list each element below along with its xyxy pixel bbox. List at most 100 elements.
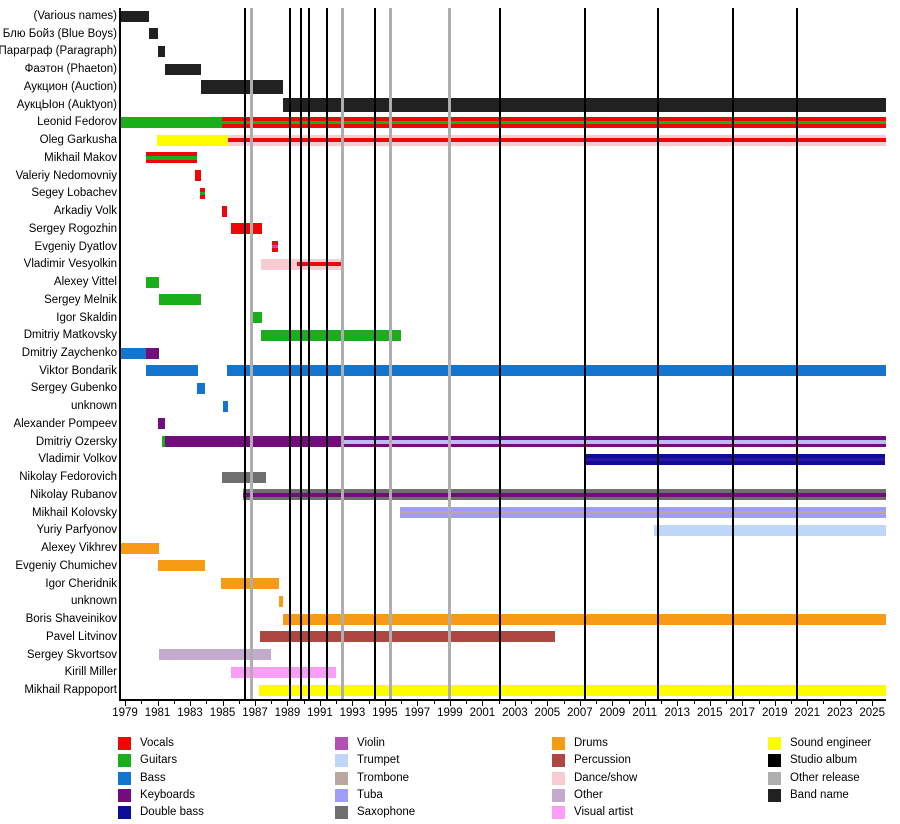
bar-stripe — [146, 152, 197, 157]
x-axis-tick — [547, 701, 549, 706]
legend-swatch — [552, 806, 565, 820]
timeline-bar — [164, 63, 202, 75]
bar-stripe — [156, 134, 229, 146]
x-tick-label: 2009 — [599, 707, 626, 719]
studio-album-line — [796, 8, 799, 700]
bar-stripe — [223, 400, 229, 412]
x-axis-tick — [190, 701, 192, 706]
x-tick-label: 1979 — [112, 707, 138, 719]
legend-item-studio-album: Studio album — [768, 754, 858, 768]
legend-swatch — [118, 788, 131, 802]
row-label: Yuriy Parfyonov — [36, 524, 117, 537]
bar-stripe — [341, 439, 886, 444]
bar-stripe — [162, 436, 165, 448]
row-label: Oleg Garkusha — [39, 134, 117, 147]
x-tick-label: 2019 — [761, 707, 788, 719]
x-axis-tick — [855, 701, 857, 704]
timeline-bar — [221, 116, 886, 128]
timeline-bar — [148, 28, 159, 40]
row-label: Igor Cheridnik — [45, 577, 117, 590]
x-tick-label: 2015 — [696, 707, 723, 719]
studio-album-line — [288, 8, 291, 700]
timeline-bar — [231, 666, 337, 678]
legend-label: Dance/show — [574, 771, 638, 784]
bar-stripe — [221, 116, 886, 121]
legend-item-tuba: Tuba — [335, 788, 383, 802]
legend-label: Guitars — [140, 754, 178, 767]
legend-label: Sound engineer — [790, 737, 872, 749]
legend-item-percussion: Percussion — [552, 754, 631, 768]
legend-item-visual-artist: Visual artist — [552, 806, 634, 820]
bar-stripe — [261, 329, 402, 341]
x-axis-tick — [774, 701, 776, 706]
legend-label: Studio album — [790, 754, 858, 767]
x-tick-label: 2003 — [502, 707, 528, 719]
legend-swatch — [768, 788, 781, 802]
legend-item-violin: Violin — [335, 737, 385, 750]
timeline-bar — [162, 436, 165, 448]
x-axis-tick — [628, 701, 630, 704]
legend-label: Trombone — [357, 771, 409, 784]
timeline-bar — [159, 294, 202, 306]
timeline-bar — [226, 365, 886, 377]
bar-stripe — [585, 457, 886, 462]
x-tick-label: 2017 — [729, 707, 756, 719]
bar-stripe — [121, 347, 147, 359]
row-label: Sergey Rogozhin — [28, 222, 117, 235]
row-label: Boris Shaveinikov — [25, 613, 117, 626]
x-axis-tick — [612, 701, 614, 706]
row-label: (Various names) — [33, 10, 117, 22]
bar-stripe — [146, 276, 160, 288]
row-label: Sergey Skvortsov — [26, 648, 117, 661]
x-axis-tick — [222, 701, 224, 706]
timeline-bar — [221, 205, 228, 217]
x-axis-tick — [173, 701, 175, 704]
bar-stripe — [159, 649, 272, 661]
x-axis-tick — [433, 701, 435, 704]
legend-item-band-name: Band name — [768, 788, 849, 802]
x-axis-tick — [449, 701, 451, 706]
row-label: Параграф (Paragraph) — [0, 45, 117, 58]
timeline-bar — [242, 489, 886, 501]
row-label: Блю Бойз (Blue Boys) — [2, 27, 117, 40]
x-axis-tick — [742, 701, 744, 706]
legend-swatch — [335, 754, 348, 768]
bar-stripe — [585, 453, 886, 458]
timeline-bar — [196, 382, 206, 394]
legend-swatch — [768, 737, 781, 750]
legend-label: Drums — [574, 737, 608, 749]
bar-stripe — [399, 507, 886, 511]
legend-item-vocals: Vocals — [118, 737, 174, 750]
legend-swatch — [768, 754, 781, 768]
row-label: Dmitriy Ozersky — [35, 435, 117, 448]
bar-stripe — [251, 312, 263, 324]
x-tick-label: 2007 — [567, 707, 593, 719]
timeline-bar — [272, 241, 278, 253]
timeline-bar — [221, 471, 266, 483]
legend-swatch — [335, 737, 348, 750]
studio-album-line — [308, 8, 311, 700]
x-tick-label: 2023 — [826, 707, 853, 719]
x-axis-tick — [644, 701, 646, 706]
x-axis-tick — [823, 701, 825, 704]
x-axis-tick — [303, 701, 305, 704]
row-label: Mikhail Makov — [44, 151, 117, 164]
bar-stripe — [653, 524, 886, 536]
legend-label: Double bass — [140, 806, 204, 819]
legend-label: Trumpet — [357, 754, 400, 767]
legend-item-sound-engineer: Sound engineer — [768, 737, 871, 750]
bar-stripe — [194, 170, 201, 182]
legend-label: Other — [574, 788, 603, 801]
bar-stripe — [297, 266, 343, 270]
legend-label: Percussion — [574, 754, 631, 767]
bar-stripe — [148, 28, 159, 40]
other-release-line — [448, 8, 452, 700]
x-axis-tick — [482, 701, 484, 706]
legend-label: Visual artist — [574, 806, 634, 819]
bar-stripe — [272, 241, 278, 245]
row-label: Pavel Litvinov — [46, 630, 117, 643]
x-tick-label: 2001 — [469, 707, 496, 719]
timeline-bar — [220, 578, 280, 590]
x-axis-tick — [693, 701, 695, 704]
bar-stripe — [242, 493, 886, 497]
